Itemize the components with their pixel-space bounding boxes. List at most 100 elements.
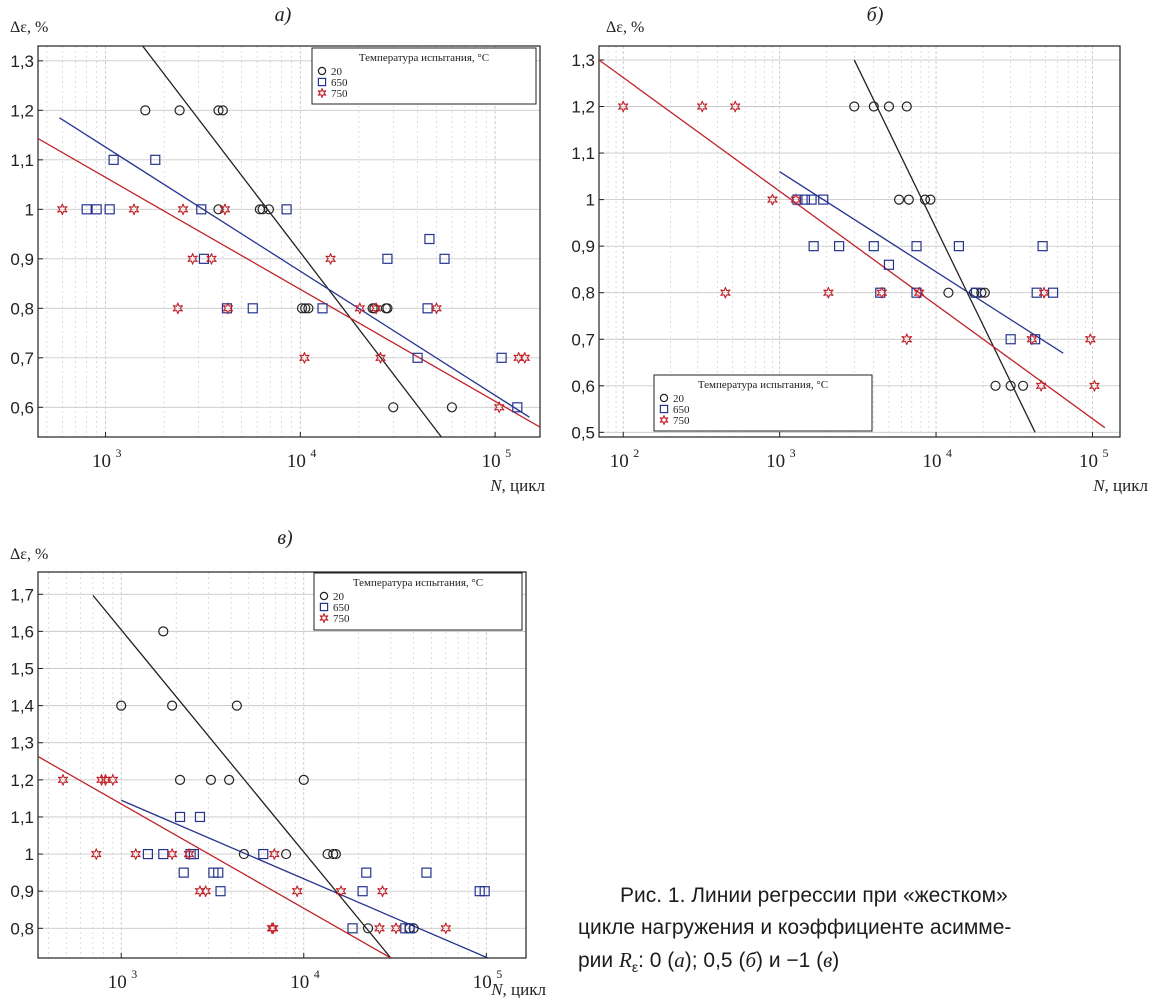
x-axis-label-symbol: N xyxy=(490,980,504,999)
caption-text: : 0 ( xyxy=(638,949,675,972)
regression-lines xyxy=(599,59,1106,433)
point-750 xyxy=(183,848,195,860)
point-750 xyxy=(325,252,336,265)
point-20 xyxy=(919,194,931,205)
y-tick-label: 0,5 xyxy=(571,423,595,442)
point-650 xyxy=(806,194,817,205)
point-750 xyxy=(519,351,530,364)
y-tick-label: 1,3 xyxy=(10,734,34,753)
legend-label: 650 xyxy=(331,77,348,89)
point-650 xyxy=(194,811,206,823)
legend-box xyxy=(313,572,523,631)
caption-text: ); 0,5 ( xyxy=(684,949,746,972)
point-750 xyxy=(375,351,386,364)
point-650 xyxy=(883,259,895,270)
regression-line-650 xyxy=(59,117,530,418)
x-tick-exponent: 3 xyxy=(790,446,796,460)
y-tick-label: 0,8 xyxy=(571,284,595,303)
point-650 xyxy=(512,402,523,413)
y-tick-label: 1 xyxy=(25,200,34,219)
regression-line-20 xyxy=(142,46,442,437)
point-650 xyxy=(953,241,965,252)
y-tick-label: 0,9 xyxy=(571,237,595,256)
point-20 xyxy=(883,101,895,112)
point-750 xyxy=(1089,379,1100,392)
legend-marker-20 xyxy=(659,393,669,403)
point-650 xyxy=(439,253,450,264)
grid-lines xyxy=(38,46,540,437)
legend-marker-750 xyxy=(317,88,327,98)
x-axis-label: N, цикл xyxy=(490,980,546,999)
point-750 xyxy=(200,885,211,898)
point-750 xyxy=(269,848,280,860)
y-tick-label: 1 xyxy=(25,845,34,864)
point-20 xyxy=(217,105,228,116)
regression-line-750 xyxy=(38,137,540,428)
point-750 xyxy=(720,286,731,299)
point-650 xyxy=(174,811,186,823)
legend-marker-20 xyxy=(319,591,329,601)
x-tick-exponent: 4 xyxy=(946,446,952,460)
point-20 xyxy=(257,204,268,215)
point-650 xyxy=(108,154,119,165)
point-750 xyxy=(1036,379,1047,392)
point-20 xyxy=(296,303,308,314)
point-750 xyxy=(790,193,802,206)
point-650 xyxy=(404,923,415,934)
y-tick-label: 1,1 xyxy=(10,151,34,170)
y-tick-label: 1,1 xyxy=(10,808,34,827)
point-650 xyxy=(281,204,292,215)
point-650 xyxy=(1030,334,1041,345)
point-650 xyxy=(91,204,102,215)
point-20 xyxy=(362,923,374,934)
point-650 xyxy=(361,867,372,878)
point-650 xyxy=(258,848,269,860)
x-axis-label: N, цикл xyxy=(489,476,545,495)
x-axis-label: N, цикл xyxy=(1092,476,1148,495)
point-650 xyxy=(317,303,328,314)
legend-label: 20 xyxy=(673,393,685,405)
y-tick-label: 1,2 xyxy=(10,101,34,120)
regression-line-20 xyxy=(92,594,392,958)
point-750 xyxy=(1026,333,1038,346)
point-20 xyxy=(263,204,275,215)
chart-title: б) xyxy=(867,4,884,26)
x-tick-exponent: 4 xyxy=(310,446,316,460)
point-650 xyxy=(196,204,207,215)
point-650 xyxy=(911,287,922,298)
point-20 xyxy=(446,402,458,413)
point-20 xyxy=(903,194,914,205)
caption-letter-v: в xyxy=(823,948,833,972)
regression-lines xyxy=(38,46,540,437)
point-750 xyxy=(128,203,140,216)
legend-label: 20 xyxy=(333,591,345,603)
x-tick-label: 10 xyxy=(290,972,309,993)
y-axis-label: Δε, % xyxy=(606,19,644,36)
legend-title: Температура испытания, °С xyxy=(359,52,489,64)
point-750 xyxy=(390,922,402,935)
legend-marker-20 xyxy=(317,66,327,76)
legend-marker-650 xyxy=(659,404,669,414)
point-20 xyxy=(868,101,879,112)
y-tick-label: 0,8 xyxy=(10,919,34,938)
x-tick-label: 10 xyxy=(482,451,501,472)
point-20 xyxy=(976,287,987,298)
legend-label: 750 xyxy=(333,613,350,625)
caption-text: рии xyxy=(578,949,619,972)
x-tick-exponent: 5 xyxy=(505,446,511,460)
point-750 xyxy=(130,848,141,860)
point-650 xyxy=(799,194,810,205)
regression-line-20 xyxy=(853,59,1036,433)
y-tick-label: 0,7 xyxy=(10,349,34,368)
point-650 xyxy=(911,241,922,252)
chart-title: в) xyxy=(277,527,293,549)
regression-line-750 xyxy=(599,59,1106,429)
point-750 xyxy=(219,203,231,216)
point-750 xyxy=(494,401,505,414)
point-20 xyxy=(205,774,217,785)
point-750 xyxy=(206,252,217,265)
point-750 xyxy=(107,774,119,786)
point-750 xyxy=(901,333,912,346)
x-tick-label: 10 xyxy=(610,451,629,472)
y-tick-label: 1,3 xyxy=(571,51,595,70)
